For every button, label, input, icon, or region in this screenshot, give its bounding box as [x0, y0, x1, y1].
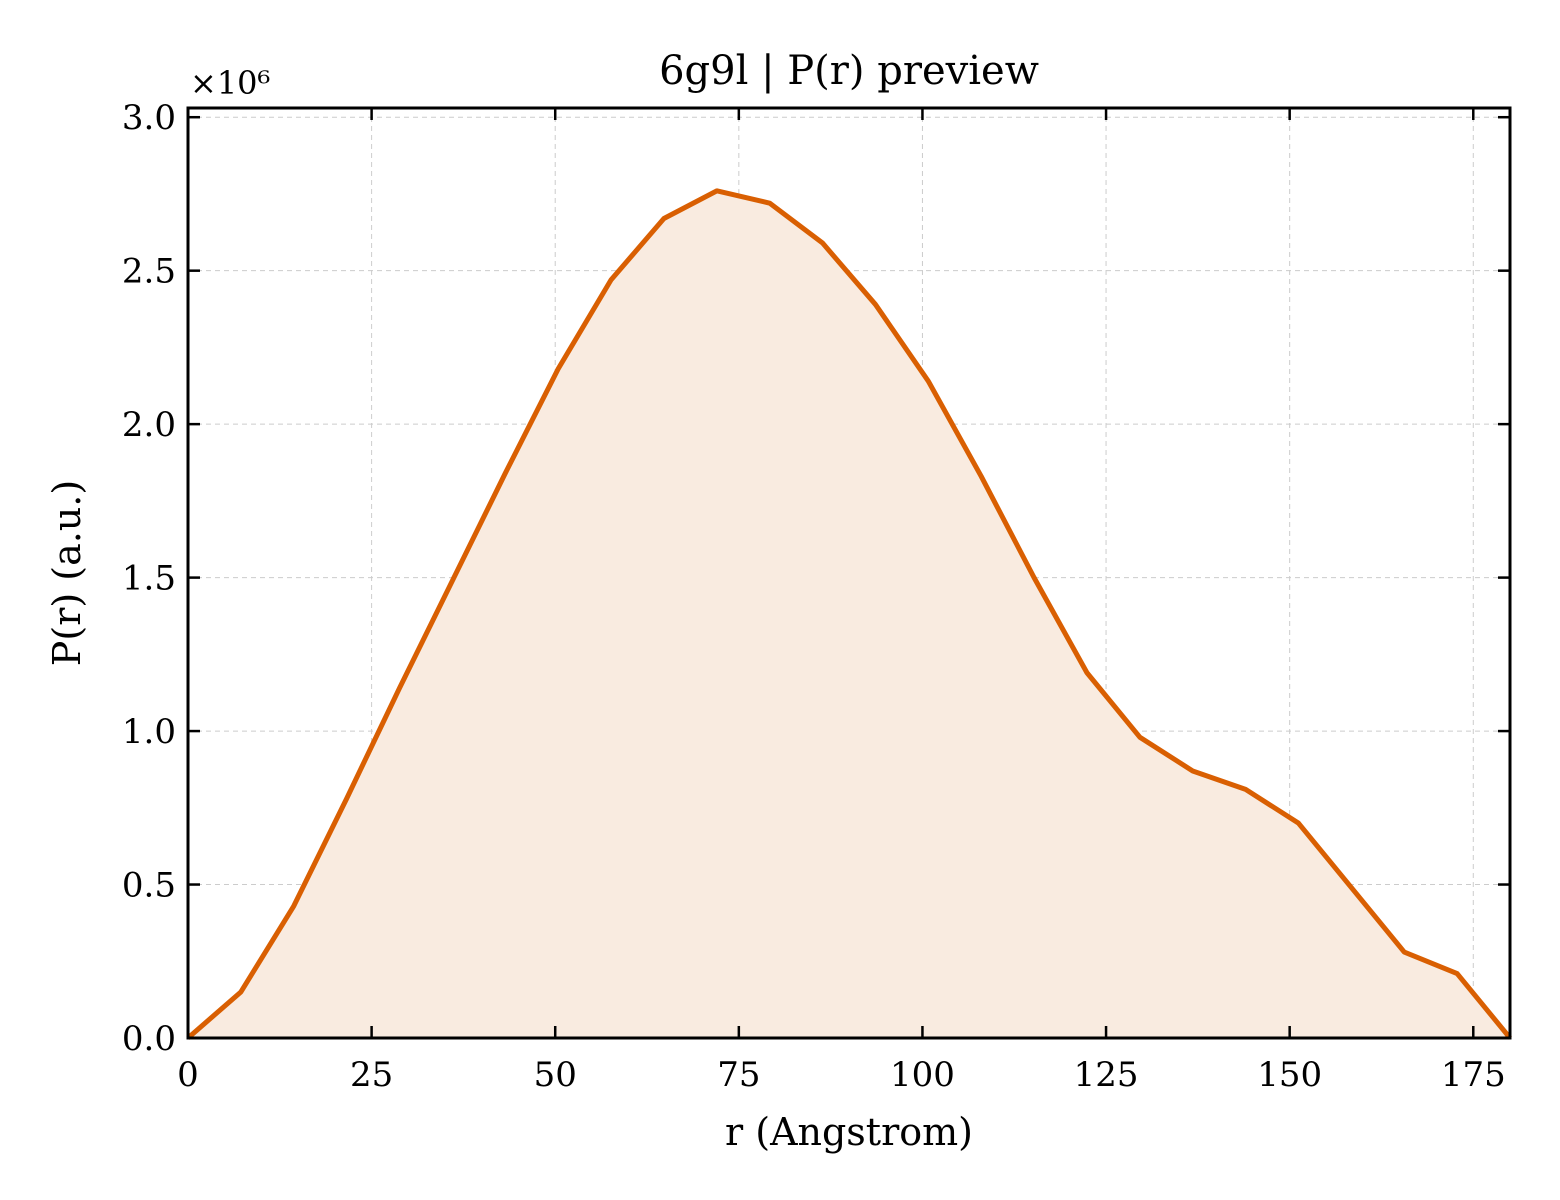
data-point-1 — [238, 989, 243, 994]
data-point-3 — [344, 796, 349, 801]
data-point-7 — [556, 366, 561, 371]
x-tick-label-6: 150 — [1257, 1055, 1322, 1095]
x-tick-label-5: 125 — [1074, 1055, 1139, 1095]
x-tick-label-7: 175 — [1441, 1055, 1506, 1095]
y-tick-label-1: 0.5 — [122, 866, 176, 906]
data-point-19 — [1190, 768, 1195, 773]
axis-ticks: 0 25 50 75 100 125 150 175 0.0 0.5 1.0 1.5 2.0 2.5 3.0 — [122, 98, 1510, 1095]
data-point-14 — [926, 379, 931, 384]
data-point-4 — [397, 686, 402, 691]
y-tick-label-2: 1.0 — [122, 712, 176, 752]
data-point-13 — [873, 302, 878, 307]
data-point-9 — [661, 216, 666, 221]
y-tick-label-5: 2.5 — [122, 252, 176, 292]
data-point-12 — [820, 241, 825, 246]
y-tick-label-4: 2.0 — [122, 405, 176, 445]
x-tick-label-1: 25 — [350, 1055, 393, 1095]
x-axis-label: r (Angstrom) — [725, 1110, 973, 1154]
x-tick-label-3: 75 — [717, 1055, 760, 1095]
y-tick-label-0: 0.0 — [122, 1019, 176, 1059]
x-tick-label-2: 50 — [534, 1055, 577, 1095]
data-point-24 — [1455, 971, 1460, 976]
data-point-21 — [1296, 821, 1301, 826]
plot-area — [186, 188, 1512, 1040]
data-point-17 — [1084, 670, 1089, 675]
y-axis-offset-label: ×10⁶ — [190, 64, 270, 102]
data-point-23 — [1402, 950, 1407, 955]
data-point-16 — [1032, 575, 1037, 580]
data-point-6 — [503, 471, 508, 476]
data-point-20 — [1243, 787, 1248, 792]
data-point-15 — [979, 474, 984, 479]
chart-title: 6g9l | P(r) preview — [659, 48, 1039, 94]
y-tick-label-6: 3.0 — [122, 98, 176, 138]
data-point-22 — [1349, 885, 1354, 890]
data-point-11 — [767, 201, 772, 206]
series-line-0 — [186, 188, 1512, 1040]
x-tick-label-0: 0 — [177, 1055, 199, 1095]
data-point-8 — [609, 277, 614, 282]
data-point-18 — [1137, 735, 1142, 740]
plot-frame — [186, 106, 1512, 1040]
y-tick-label-3: 1.5 — [122, 559, 176, 599]
data-point-5 — [450, 578, 455, 583]
y-axis-label: P(r) (a.u.) — [45, 480, 89, 666]
data-point-2 — [291, 904, 296, 909]
x-tick-label-4: 100 — [890, 1055, 955, 1095]
data-point-10 — [714, 188, 719, 193]
series-area-0 — [188, 190, 1510, 1038]
